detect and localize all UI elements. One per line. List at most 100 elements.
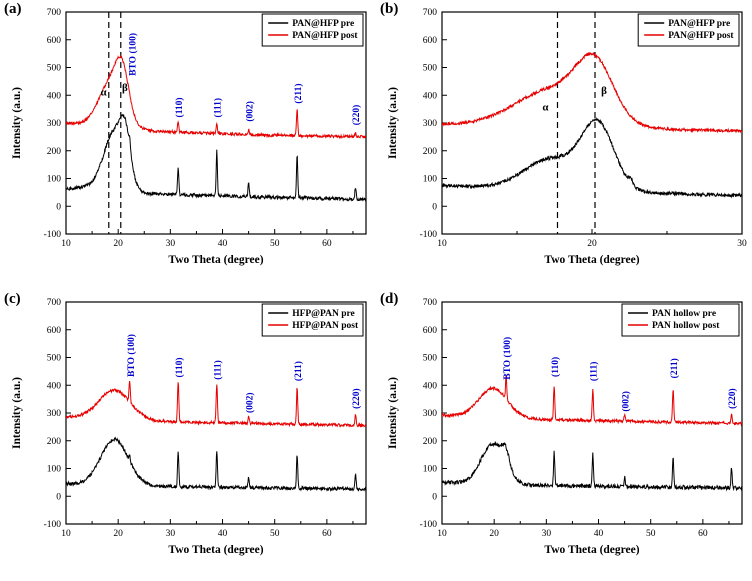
svg-text:500: 500	[423, 64, 438, 74]
panel-label-a: (a)	[4, 1, 22, 17]
svg-text:0: 0	[56, 202, 61, 212]
svg-text:-100: -100	[44, 520, 62, 530]
svg-text:(111): (111)	[212, 360, 223, 380]
svg-text:Two Theta (degree): Two Theta (degree)	[544, 254, 639, 266]
svg-text:30: 30	[737, 239, 747, 249]
svg-text:Two Theta (degree): Two Theta (degree)	[168, 544, 263, 556]
svg-text:(111): (111)	[588, 362, 599, 382]
svg-text:(110): (110)	[550, 357, 561, 377]
svg-text:0: 0	[432, 202, 437, 212]
svg-text:Intensity (a.u.): Intensity (a.u.)	[11, 87, 23, 159]
svg-text:30: 30	[166, 529, 176, 539]
svg-text:PAN hollow post: PAN hollow post	[652, 321, 720, 331]
xrd-chart-d: -100 0 100 200 300 400 500 600 700 10 20 30 40 50 60 Tw…	[387, 298, 743, 556]
svg-text:(002): (002)	[244, 392, 255, 413]
svg-text:Intensity (a.u.): Intensity (a.u.)	[387, 87, 399, 159]
panel-c: (c) -100 0 100 200 300 400 500 600 700 10 20 30 40 50…	[0, 290, 376, 581]
svg-text:(211): (211)	[293, 361, 304, 381]
svg-text:α: α	[542, 102, 549, 114]
svg-text:(220): (220)	[351, 388, 362, 409]
svg-text:Intensity (a.u.): Intensity (a.u.)	[387, 377, 399, 449]
svg-text:β: β	[122, 82, 128, 94]
svg-text:40: 40	[594, 529, 604, 539]
svg-text:30: 30	[166, 239, 176, 249]
svg-text:(110): (110)	[174, 97, 185, 117]
svg-text:500: 500	[47, 354, 62, 364]
xrd-chart-a: -100 0 100 200 300 400 500 600 700 10 20 30 40 50 60 Tw…	[11, 8, 367, 266]
svg-text:100: 100	[47, 175, 62, 185]
svg-text:100: 100	[423, 465, 438, 475]
svg-text:600: 600	[47, 326, 62, 336]
svg-text:BTO (100): BTO (100)	[126, 334, 137, 377]
svg-text:700: 700	[423, 8, 438, 18]
svg-text:400: 400	[47, 91, 62, 101]
svg-text:20: 20	[113, 529, 123, 539]
svg-text:500: 500	[423, 354, 438, 364]
svg-text:200: 200	[423, 437, 438, 447]
svg-text:(110): (110)	[174, 357, 185, 377]
svg-text:300: 300	[47, 119, 62, 129]
xrd-chart-b: -100 0 100 200 300 400 500 600 700 10 20 30 Two Thet…	[387, 8, 747, 266]
panel-d: (d) -100 0 100 200 300 400 500 600 700 10 20 30 40 50…	[376, 290, 752, 581]
svg-text:(211): (211)	[669, 358, 680, 378]
panel-b: (b) -100 0 100 200 300 400 500 600 700 10 20 30 Two …	[376, 0, 752, 290]
svg-text:Two Theta (degree): Two Theta (degree)	[544, 544, 639, 556]
svg-text:PAN@HFP post: PAN@HFP post	[668, 31, 734, 41]
svg-text:60: 60	[698, 529, 708, 539]
svg-text:50: 50	[270, 239, 280, 249]
svg-text:200: 200	[423, 147, 438, 157]
svg-text:300: 300	[423, 119, 438, 129]
svg-text:PAN hollow pre: PAN hollow pre	[652, 309, 716, 319]
svg-text:0: 0	[432, 492, 437, 502]
svg-text:200: 200	[47, 437, 62, 447]
svg-text:200: 200	[47, 147, 62, 157]
svg-text:-100: -100	[420, 230, 438, 240]
svg-text:700: 700	[423, 298, 438, 308]
svg-text:600: 600	[423, 36, 438, 46]
svg-text:Two Theta (degree): Two Theta (degree)	[168, 254, 263, 266]
svg-text:BTO (100): BTO (100)	[502, 337, 513, 380]
svg-text:400: 400	[423, 91, 438, 101]
svg-text:400: 400	[423, 381, 438, 391]
svg-text:20: 20	[587, 239, 597, 249]
svg-text:α: α	[100, 86, 107, 98]
svg-text:50: 50	[646, 529, 656, 539]
xrd-chart-c: -100 0 100 200 300 400 500 600 700 10 20 30 40 50 60 Tw…	[11, 298, 367, 556]
svg-text:10: 10	[61, 239, 71, 249]
svg-text:HFP@PAN post: HFP@PAN post	[292, 321, 359, 331]
svg-text:(211): (211)	[293, 84, 304, 104]
svg-text:40: 40	[218, 239, 228, 249]
svg-text:40: 40	[218, 529, 228, 539]
svg-text:300: 300	[47, 409, 62, 419]
svg-text:(220): (220)	[351, 105, 362, 126]
svg-text:20: 20	[113, 239, 123, 249]
svg-text:500: 500	[47, 64, 62, 74]
svg-text:10: 10	[437, 529, 447, 539]
svg-text:PAN@HFP pre: PAN@HFP pre	[292, 19, 354, 29]
svg-text:10: 10	[437, 239, 447, 249]
svg-text:20: 20	[489, 529, 499, 539]
svg-text:0: 0	[56, 492, 61, 502]
svg-text:700: 700	[47, 298, 62, 308]
svg-text:30: 30	[542, 529, 552, 539]
svg-text:β: β	[601, 85, 607, 97]
svg-text:BTO (100): BTO (100)	[127, 33, 138, 76]
svg-text:PAN@HFP pre: PAN@HFP pre	[668, 19, 730, 29]
panel-a: (a) -100 0 100 200 300 400 500 600 700 10 20 30 40 50…	[0, 0, 376, 290]
panel-label-d: (d)	[380, 291, 399, 307]
panel-label-b: (b)	[380, 1, 399, 17]
svg-text:HFP@PAN pre: HFP@PAN pre	[292, 309, 355, 319]
svg-text:60: 60	[322, 239, 332, 249]
svg-text:Intensity (a.u.): Intensity (a.u.)	[11, 377, 23, 449]
svg-text:PAN@HFP post: PAN@HFP post	[292, 31, 358, 41]
svg-text:600: 600	[47, 36, 62, 46]
svg-text:700: 700	[47, 8, 62, 18]
svg-text:50: 50	[270, 529, 280, 539]
svg-text:(111): (111)	[212, 98, 223, 118]
svg-text:10: 10	[61, 529, 71, 539]
svg-text:100: 100	[47, 465, 62, 475]
svg-text:(220): (220)	[727, 388, 738, 409]
svg-text:100: 100	[423, 175, 438, 185]
svg-text:60: 60	[322, 529, 332, 539]
